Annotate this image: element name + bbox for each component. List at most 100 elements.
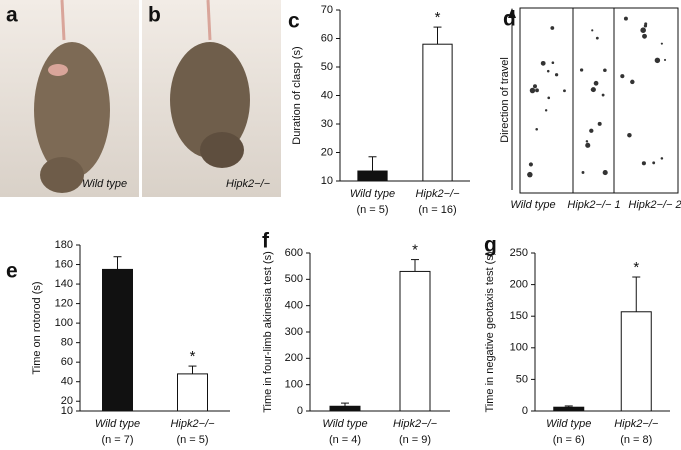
footprint (585, 140, 589, 143)
footprint (589, 128, 594, 133)
y-tick-label: 500 (285, 273, 303, 285)
x-tick-label: Wild type (350, 188, 395, 200)
x-tick-label: Hipk2−/− (415, 188, 460, 200)
y-tick-label: 50 (321, 61, 333, 73)
y-tick-label: 180 (55, 239, 73, 251)
y-tick-label: 300 (285, 326, 303, 338)
footprint (630, 79, 635, 85)
bar (329, 405, 361, 412)
bar (177, 373, 208, 412)
y-tick-label: 0 (297, 405, 303, 417)
footprint-panel (508, 7, 679, 194)
footprint (602, 170, 608, 176)
photo-b (142, 0, 281, 197)
sample-size: (n = 8) (620, 434, 652, 446)
y-tick-label: 100 (285, 379, 303, 391)
footprint (535, 88, 539, 93)
y-tick-label: 50 (516, 373, 528, 385)
column-label: Wild type (510, 199, 555, 211)
footprint (533, 84, 537, 89)
x-tick-label: Hipk2−/− (393, 418, 438, 430)
significance: * (412, 242, 418, 259)
footprint (660, 157, 664, 160)
y-tick-label: 80 (61, 337, 73, 349)
panel-label: d (503, 8, 516, 31)
footprint (535, 127, 538, 131)
sample-size: (n = 9) (399, 434, 431, 446)
footprint (550, 26, 555, 30)
x-tick-label: Wild type (322, 418, 367, 430)
footprint (547, 96, 551, 100)
significance: * (633, 259, 639, 276)
footprint (527, 171, 533, 178)
y-tick-label: 20 (321, 146, 333, 158)
bar (357, 170, 388, 182)
x-tick-label: Wild type (546, 418, 591, 430)
panel-label: f (262, 230, 270, 253)
x-tick-label: Wild type (95, 418, 140, 430)
footprint (579, 68, 584, 72)
footprint (591, 29, 594, 32)
y-axis-label: Time in four-limb akinesia test (s) (262, 251, 274, 413)
sample-size: (n = 7) (101, 434, 133, 446)
footprint (603, 68, 607, 73)
panel-label: c (288, 10, 300, 33)
panel-label: g (484, 234, 497, 257)
footprint (601, 93, 605, 97)
y-tick-label: 0 (522, 405, 528, 417)
y-tick-label: 60 (61, 356, 73, 368)
sample-size: (n = 4) (329, 434, 361, 446)
footprint (627, 132, 632, 138)
y-axis-label: Time on rotorod (s) (31, 281, 43, 374)
footprint (642, 33, 647, 39)
x-tick-label: Hipk2−/− (170, 418, 215, 430)
photo-caption: Hipk2−/− (226, 178, 271, 190)
footprint (544, 109, 548, 112)
footprint (640, 27, 646, 33)
y-tick-label: 40 (321, 89, 333, 101)
bar (399, 270, 431, 412)
y-tick-label: 70 (321, 4, 333, 16)
panel-label: a (6, 4, 18, 27)
footprint (663, 58, 667, 62)
y-tick-label: 250 (510, 247, 528, 259)
y-tick-label: 200 (285, 352, 303, 364)
y-tick-label: 200 (510, 279, 528, 291)
y-tick-label: 100 (55, 317, 73, 329)
y-tick-label: 10 (61, 405, 73, 417)
axis-label: Direction of travel (499, 57, 511, 143)
column-label: Hipk2−/− 2 (628, 199, 681, 211)
significance: * (435, 9, 441, 26)
footprint (551, 61, 555, 65)
footprint (595, 36, 599, 40)
y-axis-label: Duration of clasp (s) (291, 46, 303, 144)
footprint (652, 161, 656, 165)
y-tick-label: 60 (321, 32, 333, 44)
x-tick-label: Hipk2−/− (614, 418, 659, 430)
sample-size: (n = 5) (176, 434, 208, 446)
sample-size: (n = 16) (418, 204, 456, 216)
footprint (660, 42, 663, 45)
y-tick-label: 600 (285, 247, 303, 259)
y-tick-label: 40 (61, 376, 73, 388)
column-label: Hipk2−/− 1 (567, 199, 620, 211)
y-axis-label: Time in negative geotaxis test (s) (484, 252, 496, 413)
footprint (620, 74, 625, 79)
footprint (529, 87, 536, 94)
bar (620, 311, 652, 412)
bar (102, 268, 133, 412)
footprint (590, 88, 594, 92)
footprint (581, 171, 585, 174)
panel-label: b (148, 4, 161, 27)
sample-size: (n = 6) (553, 434, 585, 446)
footprint (623, 16, 628, 21)
footprint (597, 121, 602, 126)
footprint (654, 57, 661, 64)
photo-a (0, 0, 139, 197)
photo-caption: Wild type (82, 178, 127, 190)
y-tick-label: 140 (55, 278, 73, 290)
footprint (528, 162, 533, 167)
y-tick-label: 120 (55, 297, 73, 309)
bar (553, 406, 585, 412)
